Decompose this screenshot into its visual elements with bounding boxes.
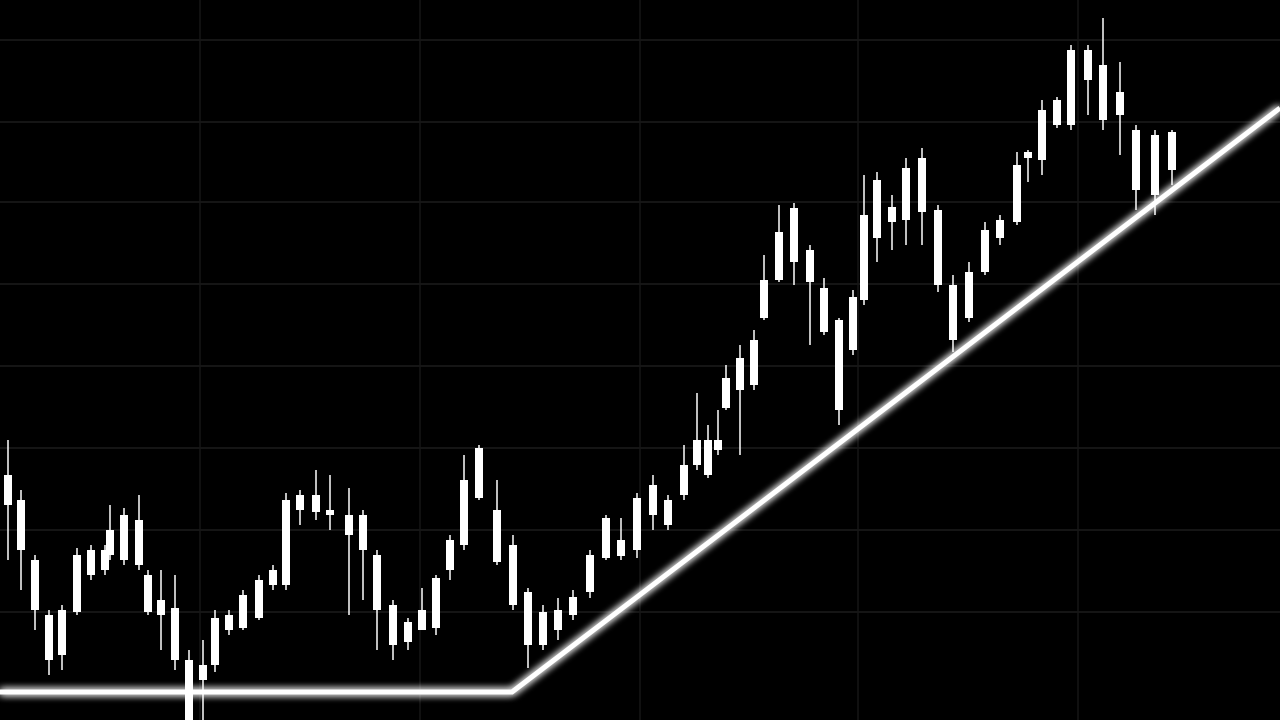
candle-body xyxy=(404,622,412,642)
candle-body xyxy=(1099,65,1107,120)
candle-body xyxy=(17,500,25,550)
candle-body xyxy=(144,575,152,612)
candle-body xyxy=(873,180,881,238)
candle-body xyxy=(58,610,66,655)
candle-body xyxy=(45,615,53,660)
candle-body xyxy=(171,608,179,660)
candle-body xyxy=(934,210,942,285)
candle-body xyxy=(704,440,712,475)
candle-body xyxy=(835,320,843,410)
candle-body xyxy=(736,358,744,390)
candle-body xyxy=(649,485,657,515)
candle-body xyxy=(389,605,397,645)
candle-body xyxy=(524,592,532,645)
candle-body xyxy=(760,280,768,318)
candle-body xyxy=(4,475,12,505)
candle-body xyxy=(1084,50,1092,80)
trend-line xyxy=(0,106,1280,695)
candle-body xyxy=(617,540,625,556)
candle-body xyxy=(714,440,722,450)
candle-body xyxy=(1132,130,1140,190)
candle-body xyxy=(239,595,247,628)
candle-body xyxy=(312,495,320,512)
candle-body xyxy=(345,515,353,535)
candle-body xyxy=(359,515,367,550)
candle-body xyxy=(1067,50,1075,125)
candle-body xyxy=(1038,110,1046,160)
candle-body xyxy=(569,597,577,615)
candle-body xyxy=(373,555,381,610)
candle-body xyxy=(106,530,114,555)
candle-body xyxy=(296,495,304,510)
candle-body xyxy=(602,518,610,558)
candle-body xyxy=(888,207,896,222)
candle-body xyxy=(432,578,440,628)
candle-body xyxy=(664,500,672,525)
candle-body xyxy=(693,440,701,465)
candle-body xyxy=(475,448,483,498)
candle-body xyxy=(680,465,688,495)
candle-body xyxy=(225,615,233,630)
candle-body xyxy=(902,168,910,220)
candle-body xyxy=(73,555,81,612)
candle-body xyxy=(446,540,454,570)
candle-body xyxy=(820,288,828,332)
candle-body xyxy=(101,550,109,570)
candle-body xyxy=(282,500,290,585)
candle-body xyxy=(157,600,165,615)
candle-body xyxy=(255,580,263,618)
candle-body xyxy=(199,665,207,680)
candle-body xyxy=(493,510,501,562)
candle-body xyxy=(1013,165,1021,222)
candle-body xyxy=(1053,100,1061,125)
candle-body xyxy=(1151,135,1159,195)
candle-body xyxy=(750,340,758,385)
candle-body xyxy=(633,498,641,550)
candle-body xyxy=(996,220,1004,238)
candle-body xyxy=(460,480,468,545)
candle-body xyxy=(775,232,783,280)
candle-body xyxy=(31,560,39,610)
candle-body xyxy=(269,570,277,585)
candle-body xyxy=(418,610,426,630)
candle-body xyxy=(87,550,95,575)
candle-body xyxy=(965,272,973,318)
candle-body xyxy=(135,520,143,565)
candle-body xyxy=(586,555,594,592)
candle-body xyxy=(790,208,798,262)
candle-body xyxy=(1168,132,1176,170)
candle-body xyxy=(1116,92,1124,115)
candle-body xyxy=(554,610,562,630)
candle-body xyxy=(981,230,989,272)
candle-body xyxy=(120,515,128,560)
candle-body xyxy=(326,510,334,515)
candle-body xyxy=(918,158,926,212)
candle-body xyxy=(849,297,857,350)
candle-body xyxy=(539,612,547,645)
candle-body xyxy=(806,250,814,282)
candle-body xyxy=(860,215,868,300)
candle-body xyxy=(509,545,517,605)
candle-body xyxy=(949,285,957,340)
candle-body xyxy=(211,618,219,665)
candle-body xyxy=(722,378,730,408)
candle-body xyxy=(1024,152,1032,158)
